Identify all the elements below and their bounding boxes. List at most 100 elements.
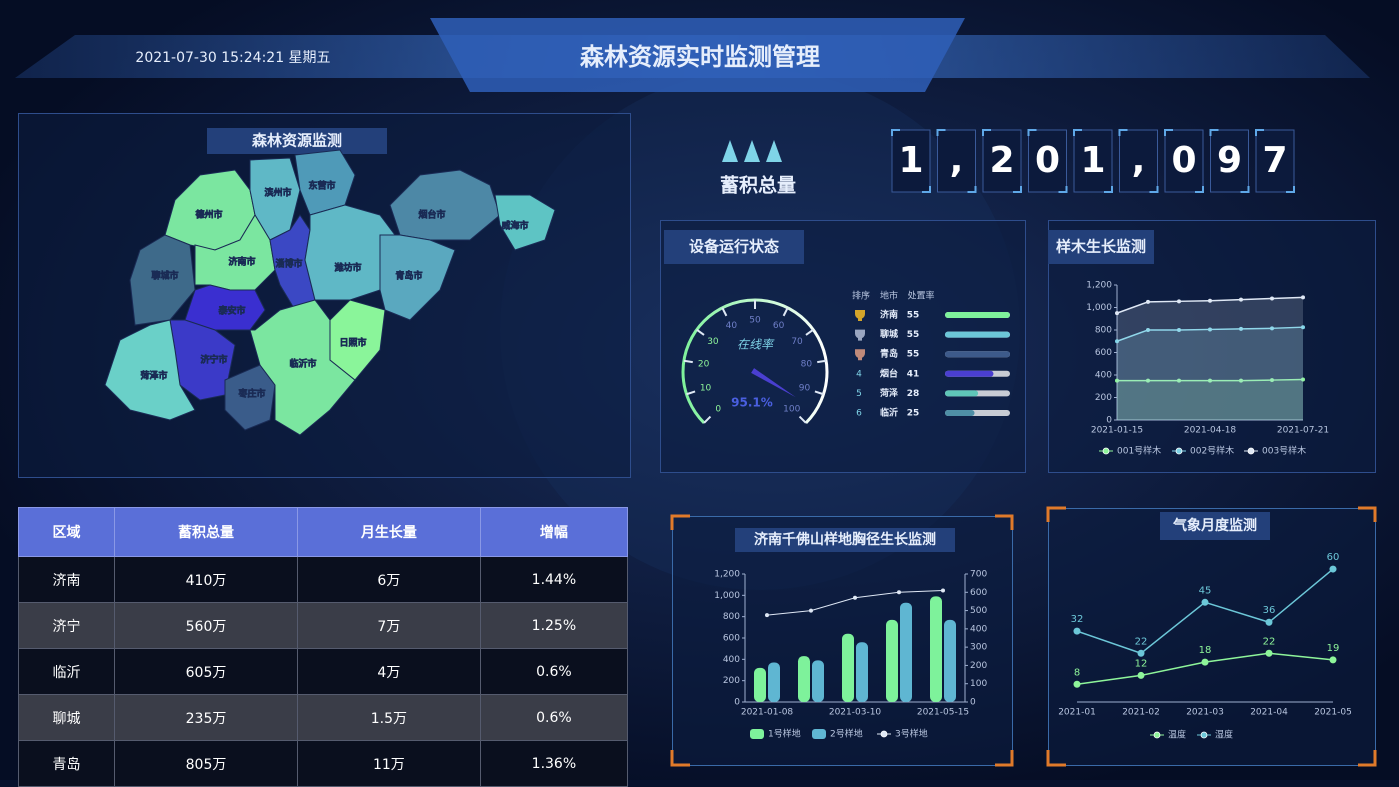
data-point — [1239, 378, 1243, 383]
data-point — [941, 588, 945, 593]
region-table: 区域 蓄积总量 月生长量 增幅 济南 410万 6万 1.44% 济宁 560万 7万 1.25% 临沂… — [17, 507, 629, 787]
digit-box — [1073, 129, 1113, 193]
digit: , — [1132, 140, 1146, 181]
dbh-title-bg — [735, 528, 955, 552]
data-point — [809, 608, 813, 613]
rank-value: 25 — [907, 409, 920, 419]
digit-corner — [1164, 129, 1204, 193]
data-point — [1301, 295, 1305, 300]
title-plate — [430, 18, 965, 92]
data-point — [1146, 299, 1150, 304]
digit-box — [891, 129, 931, 193]
region-label: 临沂市 — [289, 358, 316, 370]
map-region — [104, 319, 196, 421]
region-label: 日照市 — [339, 337, 366, 349]
rank-city: 烟台 — [880, 367, 898, 379]
table-cell: 0.6% — [479, 648, 629, 695]
datetime: 2021-07-30 15:24:21 星期五 — [135, 50, 330, 66]
digit-corner — [1027, 129, 1068, 193]
gauge-tick-label: 60 — [773, 321, 785, 331]
rank-header: 地市 — [880, 290, 898, 302]
gauge-tick-label: 100 — [783, 404, 800, 414]
legend-marker — [1200, 731, 1208, 739]
table-cell: 1.5万 — [296, 694, 481, 741]
digit-corner — [1209, 129, 1250, 193]
data-point — [1177, 378, 1181, 383]
data-point — [765, 613, 769, 618]
x-tick-label: 2021-01 — [1058, 708, 1096, 718]
gauge-tick-label: 20 — [698, 359, 710, 369]
table-cell: 4万 — [296, 648, 481, 695]
legend-label: 001号样木 — [1117, 445, 1161, 457]
x-tick-label: 2021-02 — [1122, 708, 1160, 718]
region-label: 济南市 — [228, 256, 255, 268]
rank-city: 青岛 — [880, 348, 898, 360]
data-label: 32 — [1071, 614, 1084, 625]
rank-value: 55 — [907, 311, 920, 321]
table-row: 聊城 235万 1.5万 0.6% — [17, 694, 629, 741]
data-point — [1239, 326, 1243, 331]
stock-label: 蓄积总量 — [720, 174, 796, 197]
rank-value: 55 — [907, 330, 920, 340]
x-tick-label: 2021-01-15 — [1091, 426, 1143, 436]
table-cell: 235万 — [114, 694, 298, 741]
data-point — [1201, 658, 1209, 666]
x-tick-label: 2021-01-08 — [741, 708, 794, 718]
data-point — [1115, 339, 1119, 344]
legend-marker — [812, 729, 826, 739]
dbh-title: 济南千佛山样地胸径生长监测 — [754, 531, 936, 548]
bar — [798, 656, 810, 702]
legend-label: 002号样木 — [1190, 445, 1234, 457]
data-point — [1265, 649, 1273, 657]
weather-panel — [1048, 508, 1376, 766]
legend-label: 3号样地 — [895, 728, 928, 740]
table-row: 临沂 605万 4万 0.6% — [17, 648, 629, 695]
y-tick-label: 400 — [1095, 371, 1112, 381]
data-point — [1265, 618, 1273, 626]
gauge-tick-label: 40 — [726, 321, 738, 331]
legend-marker — [1153, 731, 1161, 739]
y-tick-label: 1,200 — [714, 570, 740, 580]
rank-number: 4 — [856, 369, 862, 379]
data-label: 36 — [1263, 605, 1276, 616]
digit-box — [937, 129, 976, 193]
rank-city: 聊城 — [880, 328, 898, 340]
y-tick-label: 400 — [723, 655, 740, 665]
gauge-tick — [686, 390, 696, 396]
legend-label: 湿度 — [1215, 729, 1233, 741]
rank-bar — [945, 410, 975, 416]
legend-label: 温度 — [1168, 729, 1186, 741]
table-header-row: 区域 蓄积总量 月生长量 增幅 — [17, 507, 629, 557]
rank-bar — [945, 331, 1010, 338]
gauge-tick-label: 90 — [799, 384, 811, 394]
table-cell: 聊城 — [17, 694, 116, 741]
table-row: 青岛 805万 11万 1.36% — [17, 740, 629, 787]
data-point — [853, 595, 857, 600]
table-header: 增幅 — [479, 507, 629, 557]
data-point — [897, 590, 901, 595]
gauge-tick-label: 30 — [707, 337, 719, 347]
sapling-title-bg — [1048, 230, 1154, 264]
region-label: 济宁市 — [200, 354, 227, 366]
rank-city: 菏泽 — [880, 387, 898, 399]
map-title: 森林资源监测 — [252, 132, 342, 150]
data-label: 60 — [1327, 552, 1340, 563]
table-cell: 济南 — [17, 556, 116, 603]
digit-box — [982, 129, 1022, 193]
table-cell: 1.25% — [479, 602, 629, 649]
digit: 1 — [898, 140, 923, 181]
y2-tick-label: 0 — [970, 698, 976, 708]
data-point — [1329, 656, 1337, 664]
rank-bar — [945, 351, 1010, 358]
y2-tick-label: 200 — [970, 661, 987, 671]
rank-city: 临沂 — [880, 407, 898, 419]
rank-value: 55 — [907, 350, 920, 360]
legend-marker — [1175, 447, 1183, 455]
data-point — [1201, 598, 1209, 606]
trophy-icon — [855, 310, 865, 321]
x-tick-label: 2021-03 — [1186, 708, 1224, 718]
bar — [812, 660, 824, 702]
table-body: 济南 410万 6万 1.44% 济宁 560万 7万 1.25% 临沂 605万 4万 0.6% 聊城… — [17, 556, 629, 787]
region-label: 菏泽市 — [140, 370, 167, 382]
